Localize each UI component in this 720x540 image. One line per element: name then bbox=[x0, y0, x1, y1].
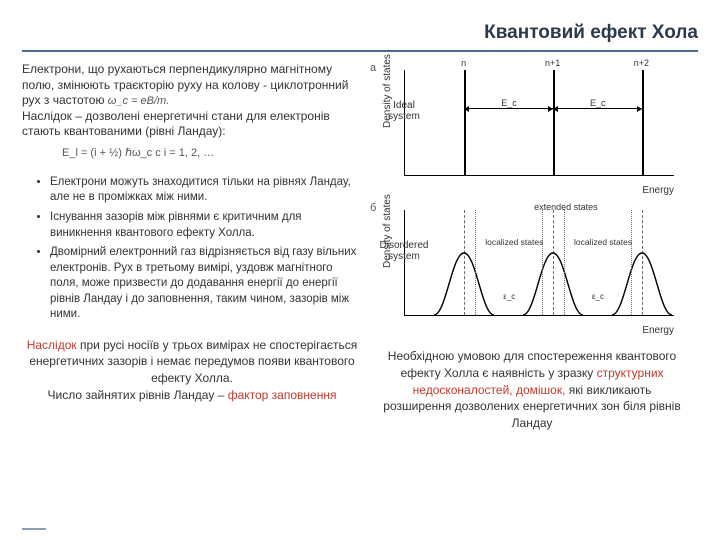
localized-label-2: localized states bbox=[574, 238, 632, 247]
bullet-item: Існування зазорів між рівнями є критични… bbox=[50, 210, 362, 241]
level-formula: E_l = (i + ½) ℏω_c c i = 1, 2, … bbox=[22, 140, 362, 165]
title-bar: Квантовий ефект Хола bbox=[22, 18, 698, 52]
intro-paragraph: Електрони, що рухаються перпендикулярно … bbox=[22, 62, 362, 140]
cyclotron-formula: ω_c = eB/m. bbox=[108, 95, 169, 107]
gap-arrow bbox=[464, 108, 553, 109]
left-note-red-1: Наслідок bbox=[27, 338, 77, 352]
chart-b-system-label: Disordered system bbox=[375, 240, 433, 262]
chart-disordered-system: б Density of states Energy Disordered sy… bbox=[372, 202, 682, 334]
chart-b-plot: Disordered system extended states bbox=[404, 210, 674, 316]
left-column: Електрони, що рухаються перпендикулярно … bbox=[22, 62, 372, 432]
gap-arrow bbox=[553, 108, 642, 109]
ec-line bbox=[631, 210, 632, 315]
broadened-level bbox=[434, 245, 494, 315]
bullet-item: Електрони можуть знаходитися тільки на р… bbox=[50, 175, 362, 206]
localized-label-1: localized states bbox=[485, 238, 543, 247]
left-note-text-2: Число зайнятих рівнів Ландау – bbox=[48, 388, 228, 402]
left-note-red-2: фактор заповнення bbox=[228, 388, 337, 402]
intro-text-1: Електрони, що рухаються перпендикулярно … bbox=[22, 62, 348, 107]
left-note-text: при русі носіїв у трьох вимірах не спост… bbox=[29, 338, 357, 386]
tick-n1: n+1 bbox=[545, 58, 560, 68]
left-note: Наслідок при русі носіїв у трьох вимірах… bbox=[22, 337, 362, 404]
content-columns: Електрони, що рухаються перпендикулярно … bbox=[22, 62, 698, 432]
bullet-item: Двомірний електронний газ відрізняється … bbox=[50, 245, 362, 323]
broadened-level bbox=[523, 245, 583, 315]
ec-line bbox=[564, 210, 565, 315]
tick-n: n bbox=[461, 58, 466, 68]
ec-label-2: ε_c bbox=[592, 292, 604, 301]
ec-label-1: ε_c bbox=[503, 292, 515, 301]
chart-b-xlabel: Energy bbox=[642, 325, 674, 336]
delta-line bbox=[464, 70, 466, 175]
broadened-level bbox=[612, 245, 672, 315]
chart-a-xlabel: Energy bbox=[642, 185, 674, 196]
chart-a-plot: Ideal system n n+1 n+2 E_c E_c bbox=[404, 70, 674, 176]
delta-line bbox=[642, 70, 644, 175]
intro-text-2: Наслідок – дозволені енергетичні стани д… bbox=[22, 109, 330, 139]
gap-label-2: E_c bbox=[590, 98, 606, 108]
delta-line bbox=[553, 70, 555, 175]
right-note: Необхідною умовою для спостереження кван… bbox=[372, 348, 692, 432]
right-column: а Density of states Energy Ideal system … bbox=[372, 62, 692, 432]
chart-ideal-system: а Density of states Energy Ideal system … bbox=[372, 62, 682, 194]
chart-a-system-label: Ideal system bbox=[379, 100, 429, 122]
chart-b-label: б bbox=[370, 202, 376, 214]
slide-accent bbox=[22, 528, 46, 530]
bullet-list: Електрони можуть знаходитися тільки на р… bbox=[22, 175, 362, 323]
slide-title: Квантовий ефект Хола bbox=[484, 22, 698, 43]
gap-label-1: E_c bbox=[501, 98, 517, 108]
ec-line bbox=[475, 210, 476, 315]
chart-a-label: а bbox=[370, 62, 376, 74]
tick-n2: n+2 bbox=[634, 58, 649, 68]
extended-states-label: extended states bbox=[534, 202, 598, 212]
ec-line bbox=[542, 210, 543, 315]
